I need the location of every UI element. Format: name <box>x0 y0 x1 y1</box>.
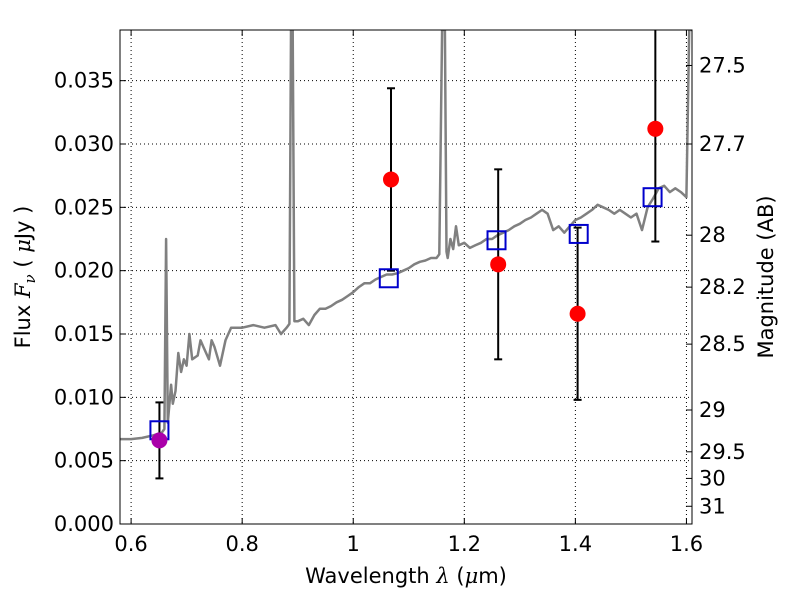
model-flux-square <box>486 230 507 251</box>
y2-tick-label: 28.2 <box>699 275 746 299</box>
y-tick-label: 0.005 <box>54 449 114 473</box>
y2-tick-label: 27.5 <box>699 53 746 77</box>
x-tick-label: 0.6 <box>114 532 147 556</box>
observed-flux-point <box>647 120 664 137</box>
y2-tick-label: 28 <box>699 223 726 247</box>
x-axis-title: Wavelength λ (μm) <box>305 564 507 588</box>
data-layer <box>120 30 692 480</box>
model-flux-square <box>642 187 663 208</box>
model-flux-square <box>568 223 589 244</box>
observed-flux-point <box>569 305 586 322</box>
ticks: 0.6 0.8 1 1.2 1.4 1.6 0.000 0.005 0.010 0.015 0.02… <box>54 30 746 556</box>
y-tick-label: 0.030 <box>54 132 114 156</box>
y2-tick-label: 28.5 <box>699 332 746 356</box>
y2-tick-label: 30 <box>699 466 726 490</box>
x-tick-label: 1 <box>347 532 360 556</box>
observed-flux-point <box>490 256 507 273</box>
y-tick-label: 0.000 <box>54 512 114 536</box>
y2-tick-label: 29.5 <box>699 440 746 464</box>
x-tick-label: 1.6 <box>670 532 703 556</box>
model-flux-square <box>378 268 399 289</box>
y2-tick-label: 31 <box>699 494 726 518</box>
y2-tick-label: 29 <box>699 398 726 422</box>
y-tick-label: 0.035 <box>54 69 114 93</box>
y-tick-label: 0.025 <box>54 195 114 219</box>
observed-flux-point <box>383 171 400 188</box>
y-tick-label: 0.015 <box>54 322 114 346</box>
y-tick-label: 0.020 <box>54 259 114 283</box>
plot-area <box>120 30 692 524</box>
model-spectrum-line <box>120 30 692 441</box>
y2-axis-title: Magnitude (AB) <box>754 195 778 358</box>
y-tick-label: 0.010 <box>54 385 114 409</box>
observed-flux-point <box>151 432 168 449</box>
x-tick-label: 1.2 <box>448 532 481 556</box>
x-tick-label: 0.8 <box>225 532 258 556</box>
y2-tick-label: 27.7 <box>699 132 746 156</box>
y-axis-title: Flux Fν ( μJy ) <box>11 206 39 349</box>
plot-frame <box>119 29 693 525</box>
x-tick-label: 1.4 <box>559 532 592 556</box>
